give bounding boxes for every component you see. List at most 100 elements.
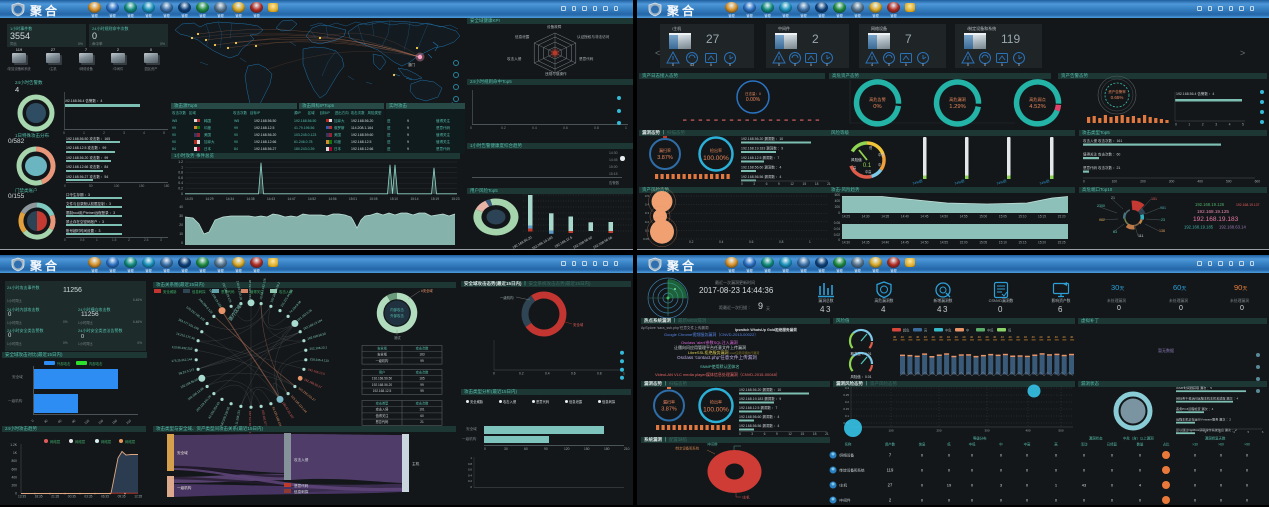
svg-text:14:35: 14:35 <box>881 215 889 219</box>
svg-text:192.168.63.14: 192.168.63.14 <box>1219 225 1246 230</box>
svg-text:0: 0 <box>1246 498 1249 503</box>
svg-text:0: 0 <box>1083 180 1085 184</box>
svg-text:15:25: 15:25 <box>1058 241 1066 245</box>
svg-text:高: 高 <box>1054 442 1058 447</box>
svg-text:7: 7 <box>889 453 892 458</box>
svg-text:0.06: 0.06 <box>834 221 840 225</box>
svg-text:风险值 ：0.01: 风险值 ：0.01 <box>850 374 871 379</box>
svg-text:超危: 超危 <box>903 328 910 333</box>
svg-text:0: 0 <box>921 498 924 503</box>
svg-text:27: 27 <box>888 483 893 488</box>
svg-text:4: 4 <box>1139 483 1142 488</box>
svg-text:90: 90 <box>544 447 548 451</box>
svg-text:119: 119 <box>887 468 894 473</box>
svg-text:40: 40 <box>1009 335 1013 339</box>
svg-text:0: 0 <box>741 182 743 186</box>
svg-text:1: 1 <box>623 372 625 376</box>
svg-text:活动: 活动 <box>1081 442 1088 447</box>
svg-text:9: 9 <box>776 432 778 436</box>
svg-text:攻击入侵: 攻击入侵 <box>376 407 390 412</box>
svg-text:14:50: 14:50 <box>920 241 928 245</box>
svg-text:40: 40 <box>978 335 982 339</box>
svg-text:外部攻击: 外部攻击 <box>390 313 404 318</box>
svg-text:可以通过NetBios获取操作系统信息 漏次 ：2: 可以通过NetBios获取操作系统信息 漏次 ：2 <box>1176 427 1237 432</box>
svg-text:192.168.19.183 漏洞数 ：9: 192.168.19.183 漏洞数 ：9 <box>739 396 781 401</box>
svg-text:0.6: 0.6 <box>749 240 754 244</box>
svg-text:2: 2 <box>1205 430 1207 434</box>
svg-text:192.168.19.185: 192.168.19.185 <box>1184 225 1214 230</box>
svg-text:已修复: 已修复 <box>1107 442 1118 447</box>
svg-text:0: 0 <box>1246 453 1249 458</box>
svg-text:0.1: 0.1 <box>845 414 849 418</box>
svg-text:0: 0 <box>1000 453 1003 458</box>
svg-text:99: 99 <box>420 383 424 387</box>
svg-text:40: 40 <box>1070 335 1074 339</box>
svg-text:15: 15 <box>801 432 805 436</box>
svg-text:中低: 中低 <box>969 442 976 447</box>
svg-text:600: 600 <box>1255 180 1261 184</box>
svg-text:0: 0 <box>1194 498 1197 503</box>
svg-text:中: 中 <box>878 162 881 167</box>
svg-text:400: 400 <box>1197 180 1203 184</box>
svg-text:检出率: 检出率 <box>710 147 722 153</box>
svg-text:>60: >60 <box>1218 443 1224 447</box>
svg-text:300: 300 <box>984 429 989 433</box>
svg-text:0.05: 0.05 <box>643 237 649 241</box>
svg-text:漏洞修复天数: 漏洞修复天数 <box>1205 436 1226 441</box>
svg-text:0.4: 0.4 <box>545 372 550 376</box>
svg-text:192.168.19.126: 192.168.19.126 <box>1195 202 1225 207</box>
svg-text:40: 40 <box>955 335 959 339</box>
svg-text:192.168.56.20: 192.168.56.20 <box>248 279 252 299</box>
svg-text:40: 40 <box>1032 335 1036 339</box>
svg-text:20: 20 <box>179 223 183 227</box>
svg-text:183: 183 <box>419 353 425 357</box>
svg-text:192.168.12.5: 192.168.12.5 <box>554 235 573 248</box>
svg-text:0: 0 <box>948 453 951 458</box>
svg-text:40: 40 <box>1062 335 1066 339</box>
svg-text:0.4: 0.4 <box>468 473 472 477</box>
svg-text:90: 90 <box>71 419 76 424</box>
svg-text:攻击次数: 攻击次数 <box>416 369 430 374</box>
svg-text:03:35: 03:35 <box>84 495 92 499</box>
svg-text:0.2: 0.2 <box>468 479 472 483</box>
svg-text:400: 400 <box>11 475 17 479</box>
svg-text:15:05: 15:05 <box>999 215 1007 219</box>
svg-text:175.25.212.144: 175.25.212.144 <box>171 357 192 363</box>
svg-text:漏扫率: 漏扫率 <box>663 399 675 405</box>
svg-text:0: 0 <box>181 192 183 196</box>
svg-text:3: 3 <box>1000 483 1003 488</box>
svg-text:3.87%: 3.87% <box>657 155 673 161</box>
svg-text:澳门: 澳门 <box>408 62 416 67</box>
svg-text:1.2K: 1.2K <box>10 443 18 447</box>
svg-text:9: 9 <box>778 182 780 186</box>
svg-text:15:10: 15:10 <box>1018 215 1026 219</box>
svg-text:中危: 中危 <box>945 328 952 333</box>
svg-text:10: 10 <box>179 232 183 236</box>
svg-text:违规与误操作: 违规与误操作 <box>545 71 567 76</box>
svg-text:0: 0 <box>1026 498 1029 503</box>
svg-text:攻击次数: 攻击次数 <box>416 400 430 405</box>
svg-text:192.168.19.125: 192.168.19.125 <box>221 282 232 303</box>
svg-text:14:40: 14:40 <box>881 241 889 245</box>
svg-text:14:25: 14:25 <box>185 197 193 201</box>
svg-text:0: 0 <box>1083 498 1086 503</box>
svg-text:恶意代码: 恶意代码 <box>579 56 594 61</box>
svg-text:106.11.208.151: 106.11.208.151 <box>233 409 241 430</box>
svg-text:15:19: 15:19 <box>431 197 439 201</box>
svg-text:200: 200 <box>936 429 941 433</box>
svg-text:192.168.56.60 漏洞数 ：4: 192.168.56.60 漏洞数 ：4 <box>741 165 781 170</box>
svg-text:14:56: 14:56 <box>329 197 337 201</box>
svg-text:0: 0 <box>1026 453 1029 458</box>
svg-text:0.2: 0.2 <box>519 372 524 376</box>
svg-text:192.168.56.20 漏洞数 ：10: 192.168.56.20 漏洞数 ：10 <box>741 136 783 141</box>
svg-text:161: 161 <box>419 408 425 412</box>
svg-text:1: 1 <box>1188 123 1190 127</box>
svg-text:认证授权与非法访问: 认证授权与非法访问 <box>577 34 610 39</box>
svg-text:/网络设备: /网络设备 <box>839 453 854 458</box>
svg-text:14:30: 14:30 <box>862 215 870 219</box>
svg-text:中低: 中低 <box>987 328 994 333</box>
svg-text:111: 111 <box>1138 234 1143 238</box>
svg-text:攻击类型: 攻击类型 <box>376 400 390 405</box>
svg-text:0: 0 <box>1194 453 1197 458</box>
svg-text:0: 0 <box>921 453 924 458</box>
